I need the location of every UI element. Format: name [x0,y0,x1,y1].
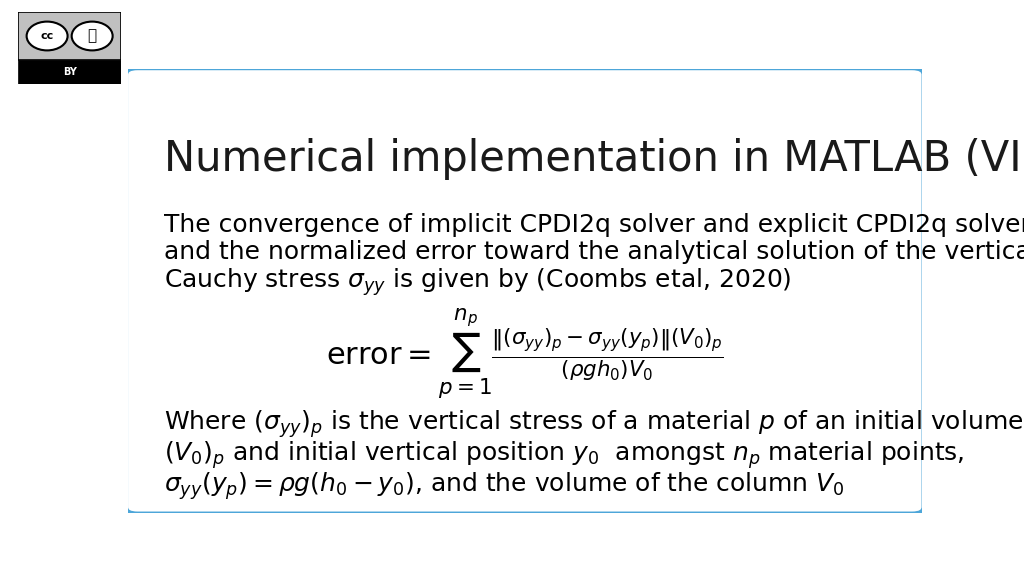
Text: Numerical implementation in MATLAB (VI): Numerical implementation in MATLAB (VI) [164,138,1024,180]
Text: BY: BY [62,67,77,77]
Text: The convergence of implicit CPDI2q solver and explicit CPDI2q solver: The convergence of implicit CPDI2q solve… [164,213,1024,237]
Text: cc: cc [41,31,53,41]
FancyBboxPatch shape [126,68,924,514]
Circle shape [72,21,113,51]
Bar [18,12,121,60]
Text: Where $\left(\sigma_{yy}\right)_p$ is the vertical stress of a material $p$ of a: Where $\left(\sigma_{yy}\right)_p$ is th… [164,408,1023,440]
Bar [18,60,121,84]
Circle shape [27,21,68,51]
Text: Cauchy stress $\sigma_{yy}$ is given by (Coombs etal, 2020): Cauchy stress $\sigma_{yy}$ is given by … [164,267,792,298]
Text: $\mathrm{error} = \sum_{p=1}^{n_p} \frac{\left\|\left(\sigma_{yy}\right)_p - \si: $\mathrm{error} = \sum_{p=1}^{n_p} \frac… [326,306,724,401]
Text: ⓘ: ⓘ [88,28,96,44]
Text: $\sigma_{yy}(y_p) = \rho g (h_0 - y_0)$, and the volume of the column $V_0$: $\sigma_{yy}(y_p) = \rho g (h_0 - y_0)$,… [164,471,845,502]
Text: $(V_0)_p$ and initial vertical position $y_0$  amongst $n_p$ material points,: $(V_0)_p$ and initial vertical position … [164,439,965,471]
Text: and the normalized error toward the analytical solution of the vertical: and the normalized error toward the anal… [164,240,1024,264]
